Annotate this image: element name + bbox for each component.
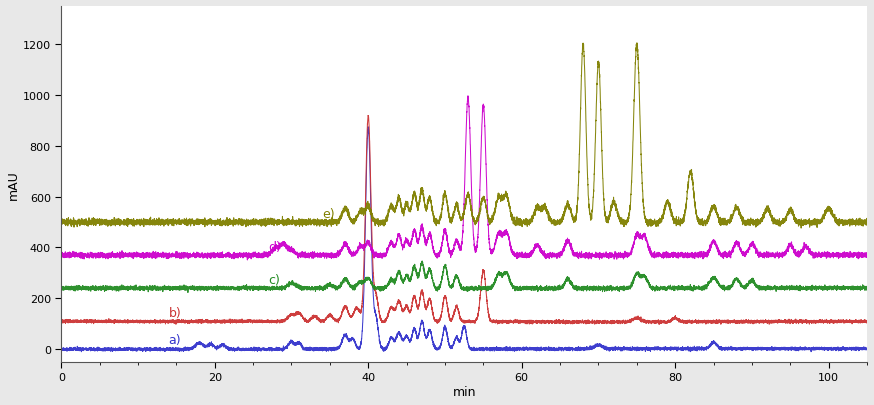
Text: a): a): [169, 333, 181, 346]
X-axis label: min: min: [453, 385, 476, 398]
Y-axis label: mAU: mAU: [7, 170, 20, 199]
Text: c): c): [268, 273, 281, 286]
Text: b): b): [169, 306, 182, 319]
Text: d): d): [268, 241, 281, 254]
Text: e): e): [323, 207, 335, 220]
